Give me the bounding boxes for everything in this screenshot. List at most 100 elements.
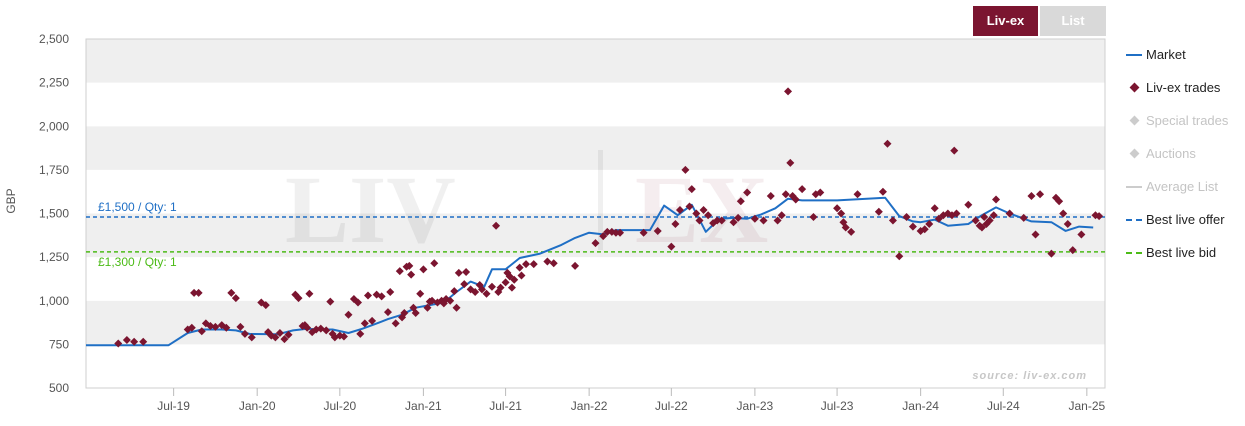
trade-point [206,322,215,331]
trade-point [423,303,432,312]
trade-point [227,288,236,297]
trade-point [339,332,348,341]
trade-point [416,289,425,298]
trade-point [671,219,680,228]
trade-point [816,188,825,197]
trade-point [450,287,459,296]
x-tick-label: Jan-23 [737,399,774,413]
trade-point [611,228,620,237]
dashed-line-icon [1124,213,1146,227]
diamond-marker-icon [1124,114,1146,128]
legend-item[interactable]: Liv-ex trades [1124,71,1242,104]
trade-point [681,165,690,174]
plot-border [85,38,1106,389]
legend-item[interactable]: Market [1124,38,1242,71]
trade-point [515,263,524,272]
trade-point [667,242,676,251]
livex-toggle-button[interactable]: Liv-ex [973,6,1038,36]
x-axis: Jul-19 Jan-20 Jul-20 Jan-21 Jul-21 Jan-22 Jul-… [157,388,1106,413]
list-toggle-button[interactable]: List [1040,6,1106,36]
legend-label: Average List [1146,179,1219,194]
y-tick-label: 1,500 [39,207,69,221]
x-tick-label: Jul-19 [157,399,190,413]
legend-label: Special trades [1146,113,1229,128]
trade-point [261,301,270,310]
legend-label: Best live bid [1146,245,1217,260]
trade-point [326,297,335,306]
plot-band [86,300,1105,345]
trade-point [599,232,608,241]
trade-point [1063,219,1072,228]
y-axis-title: GBP [4,188,18,213]
trade-point [471,288,480,297]
trade-point [454,268,463,277]
trade-point [505,272,514,281]
trade-point [971,216,980,225]
trade-point [231,294,240,303]
x-tick-label: Jul-22 [655,399,688,413]
trade-point [1019,213,1028,222]
reference-lines: £1,500 / Qty: 1 £1,300 / Qty: 1 [86,200,1105,269]
trade-point [114,339,123,348]
trade-point [902,212,911,221]
trade-point [549,259,558,268]
legend-item[interactable]: Special trades [1124,104,1242,137]
y-tick-label: 1,000 [39,294,69,308]
plot-band [86,39,1105,83]
legend-item[interactable]: Auctions [1124,137,1242,170]
trade-point [197,327,206,336]
trade-point [1027,192,1036,201]
watermark-left: LIV [285,156,456,263]
legend-label: Best live offer [1146,212,1225,227]
legend-item[interactable]: Average List [1124,170,1242,203]
trade-point [934,214,943,223]
legend-label: Liv-ex trades [1146,80,1221,95]
trade-point [1036,190,1045,199]
trade-point [729,218,738,227]
trade-point [685,202,694,211]
dashed-line-icon [1124,246,1146,260]
trade-point [786,158,795,167]
trade-point [247,333,256,342]
trade-point [211,322,220,331]
trade-point [360,319,369,328]
trade-point [501,278,510,287]
y-tick-label: 2,250 [39,76,69,90]
plot-band [86,344,1105,388]
chart-legend: Market Liv-ex trades Special trades Auction… [1124,38,1242,269]
trade-point [833,204,842,213]
trade-point [400,308,409,317]
plot-band [86,169,1105,214]
trade-point [766,192,775,201]
diamond-marker-icon [1124,81,1146,95]
trade-point [809,212,818,221]
trade-point [781,190,790,199]
trade-point [791,195,800,204]
legend-label: Market [1146,47,1186,62]
trade-point [695,216,704,225]
trades-series [114,87,1104,348]
trade-point [405,261,414,270]
trade-point [322,326,331,335]
trade-point [510,275,519,284]
trade-point [920,225,929,234]
trade-point [187,323,196,332]
legend-item[interactable]: Best live bid [1124,236,1242,269]
trade-point [356,329,365,338]
trade-point [734,213,743,222]
trade-point [236,322,245,331]
trade-point [496,283,505,292]
trade-point [377,292,386,301]
trade-point [784,87,793,96]
trade-point [529,260,538,269]
trade-point [391,319,400,328]
trade-point [1005,209,1014,218]
trade-point [571,261,580,270]
trade-point [1055,197,1064,206]
legend-item[interactable]: Best live offer [1124,203,1242,236]
trade-point [964,200,973,209]
trade-point [354,298,363,307]
trade-point [675,206,684,215]
trade-point [240,329,249,338]
trade-point [517,271,526,280]
